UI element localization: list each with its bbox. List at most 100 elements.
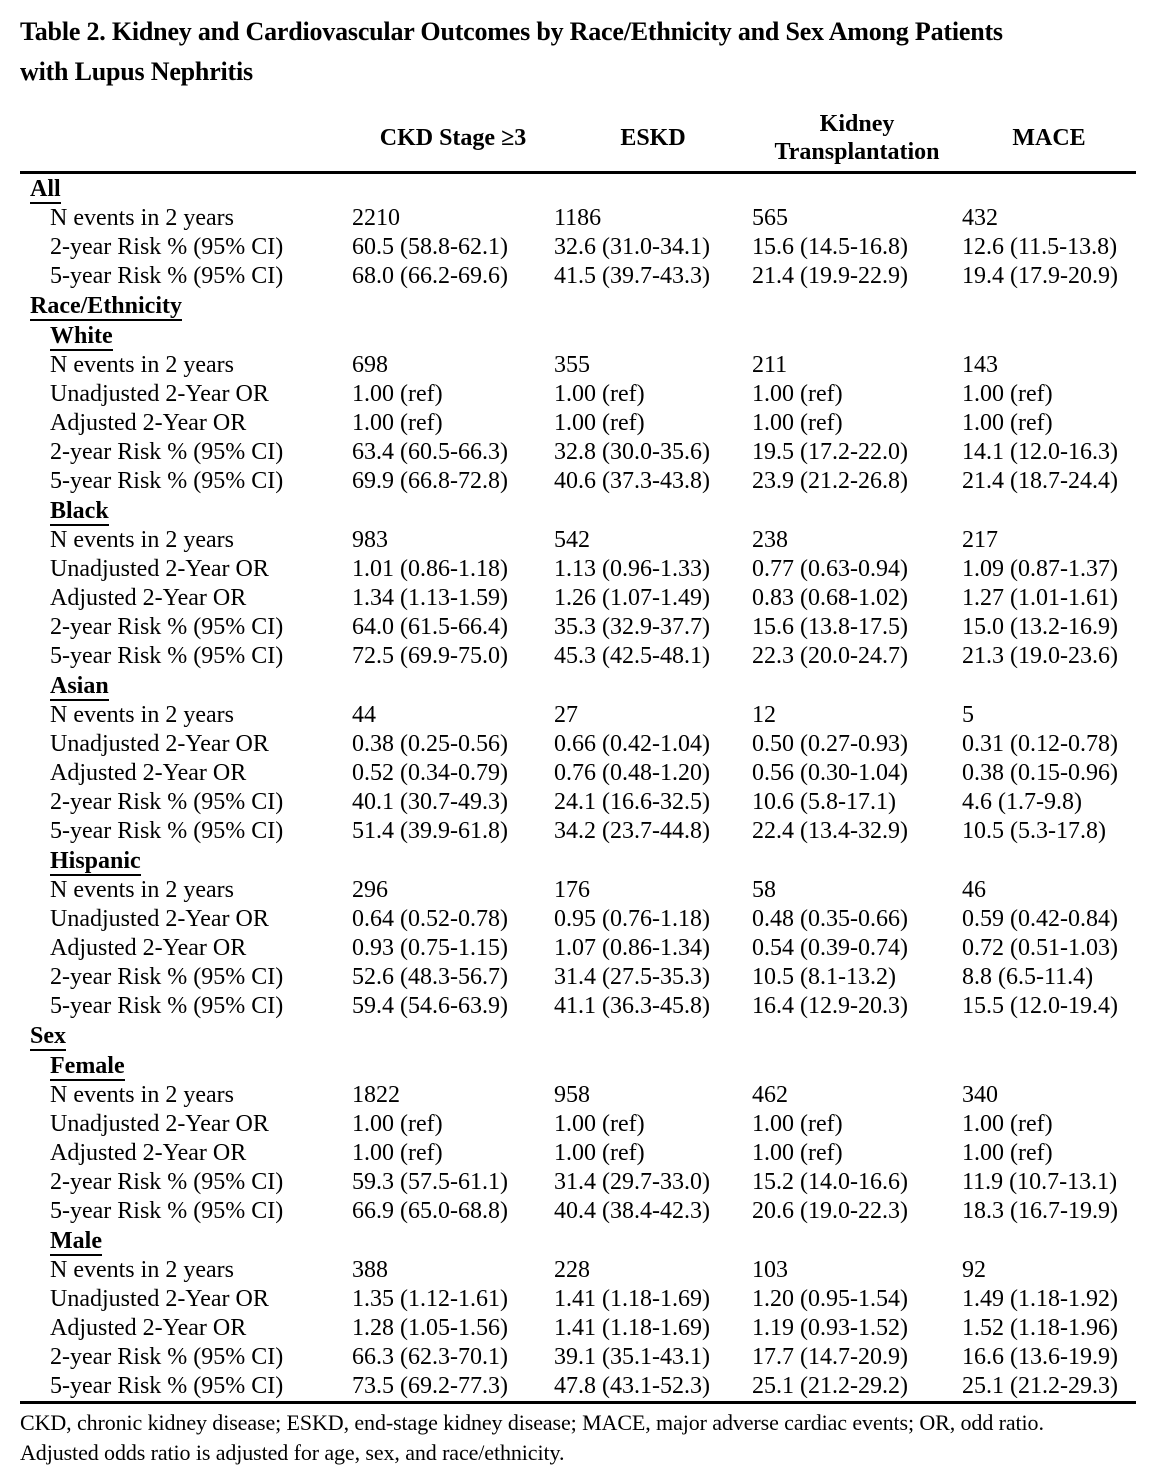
section-label: Sex bbox=[30, 1023, 66, 1051]
value-cell: 1.00 (ref) bbox=[352, 381, 443, 407]
value-cell: 34.2 (23.7-44.8) bbox=[554, 818, 710, 844]
value-cell: 40.6 (37.3-43.8) bbox=[554, 468, 710, 494]
value-cell: 388 bbox=[352, 1257, 388, 1283]
value-cell: 0.56 (0.30-1.04) bbox=[752, 760, 908, 786]
value-cell: 0.77 (0.63-0.94) bbox=[752, 556, 908, 582]
section-header-row: Sex bbox=[20, 1021, 1136, 1051]
value-cell: 44 bbox=[352, 702, 376, 728]
table-row: N events in 2 years 388 228 103 92 bbox=[20, 1256, 1136, 1285]
value-cell: 31.4 (29.7-33.0) bbox=[554, 1169, 710, 1195]
value-cell: 15.6 (14.5-16.8) bbox=[752, 234, 908, 260]
value-cell: 238 bbox=[752, 527, 788, 553]
row-label: 2-year Risk % (95% CI) bbox=[50, 1344, 284, 1370]
value-cell: 1.00 (ref) bbox=[962, 381, 1053, 407]
row-label: N events in 2 years bbox=[50, 352, 234, 378]
column-header-row: CKD Stage ≥3 ESKD Kidney Transplantation… bbox=[20, 108, 1136, 174]
value-cell: 1.41 (1.18-1.69) bbox=[554, 1315, 710, 1341]
value-cell: 0.95 (0.76-1.18) bbox=[554, 906, 710, 932]
value-cell: 58 bbox=[752, 877, 776, 903]
value-cell: 14.1 (12.0-16.3) bbox=[962, 439, 1118, 465]
row-label: N events in 2 years bbox=[50, 1082, 234, 1108]
row-label: Unadjusted 2-Year OR bbox=[50, 731, 269, 757]
value-cell: 18.3 (16.7-19.9) bbox=[962, 1198, 1118, 1224]
section-header-cell: Black bbox=[20, 496, 1136, 526]
value-cell: 103 bbox=[752, 1257, 788, 1283]
table-row: 2-year Risk % (95% CI) 52.6 (48.3-56.7) 31… bbox=[20, 963, 1136, 992]
value-cell: 1.01 (0.86-1.18) bbox=[352, 556, 508, 582]
value-cell: 15.6 (13.8-17.5) bbox=[752, 614, 908, 640]
value-cell: 1.00 (ref) bbox=[554, 410, 645, 436]
value-cell: 0.76 (0.48-1.20) bbox=[554, 760, 710, 786]
column-header-kidney-transplantation: Kidney Transplantation bbox=[752, 108, 962, 174]
table-row: N events in 2 years 44 27 12 5 bbox=[20, 701, 1136, 730]
value-cell: 1822 bbox=[352, 1082, 400, 1108]
table-row: Unadjusted 2-Year OR 1.00 (ref) 1.00 (ref)… bbox=[20, 380, 1136, 409]
value-cell: 63.4 (60.5-66.3) bbox=[352, 439, 508, 465]
row-label: Adjusted 2-Year OR bbox=[50, 410, 247, 436]
table-row: Adjusted 2-Year OR 1.28 (1.05-1.56) 1.41 (… bbox=[20, 1314, 1136, 1343]
value-cell: 1.00 (ref) bbox=[962, 1111, 1053, 1137]
row-label: 2-year Risk % (95% CI) bbox=[50, 1169, 284, 1195]
row-label: N events in 2 years bbox=[50, 1257, 234, 1283]
table-row: Unadjusted 2-Year OR 0.38 (0.25-0.56) 0.66… bbox=[20, 730, 1136, 759]
section-header-row: Female bbox=[20, 1051, 1136, 1081]
value-cell: 1.35 (1.12-1.61) bbox=[352, 1286, 508, 1312]
section-label: Male bbox=[50, 1228, 102, 1256]
value-cell: 15.0 (13.2-16.9) bbox=[962, 614, 1118, 640]
column-header-eskd: ESKD bbox=[554, 108, 752, 174]
table-row: 5-year Risk % (95% CI) 66.9 (65.0-68.8) 40… bbox=[20, 1197, 1136, 1226]
table-title-line-1: Table 2. Kidney and Cardiovascular Outco… bbox=[20, 17, 1003, 46]
table-row: Unadjusted 2-Year OR 1.35 (1.12-1.61) 1.41… bbox=[20, 1285, 1136, 1314]
table-row: 5-year Risk % (95% CI) 69.9 (66.8-72.8) 40… bbox=[20, 467, 1136, 496]
row-label: Unadjusted 2-Year OR bbox=[50, 1286, 269, 1312]
value-cell: 1.20 (0.95-1.54) bbox=[752, 1286, 908, 1312]
value-cell: 32.8 (30.0-35.6) bbox=[554, 439, 710, 465]
section-header-row: All bbox=[20, 173, 1136, 204]
value-cell: 8.8 (6.5-11.4) bbox=[962, 964, 1094, 990]
value-cell: 59.3 (57.5-61.1) bbox=[352, 1169, 508, 1195]
table-row: 5-year Risk % (95% CI) 68.0 (66.2-69.6) 41… bbox=[20, 262, 1136, 291]
footnote-line-2: Adjusted odds ratio is adjusted for age,… bbox=[20, 1440, 565, 1465]
table-footnote: CKD, chronic kidney disease; ESKD, end-s… bbox=[20, 1408, 1136, 1468]
value-cell: 41.5 (39.7-43.3) bbox=[554, 263, 710, 289]
value-cell: 19.4 (17.9-20.9) bbox=[962, 263, 1118, 289]
section-header-row: Black bbox=[20, 496, 1136, 526]
value-cell: 19.5 (17.2-22.0) bbox=[752, 439, 908, 465]
section-header-row: White bbox=[20, 321, 1136, 351]
value-cell: 542 bbox=[554, 527, 590, 553]
value-cell: 462 bbox=[752, 1082, 788, 1108]
value-cell: 72.5 (69.9-75.0) bbox=[352, 643, 508, 669]
row-label: N events in 2 years bbox=[50, 205, 234, 231]
value-cell: 15.5 (12.0-19.4) bbox=[962, 993, 1118, 1019]
outcomes-table: CKD Stage ≥3 ESKD Kidney Transplantation… bbox=[20, 108, 1136, 1404]
value-cell: 60.5 (58.8-62.1) bbox=[352, 234, 508, 260]
value-cell: 0.31 (0.12-0.78) bbox=[962, 731, 1118, 757]
row-label: N events in 2 years bbox=[50, 702, 234, 728]
table-row: Adjusted 2-Year OR 1.34 (1.13-1.59) 1.26 (… bbox=[20, 584, 1136, 613]
section-header-cell: Race/Ethnicity bbox=[20, 291, 1136, 321]
table-row: Adjusted 2-Year OR 0.93 (0.75-1.15) 1.07 (… bbox=[20, 934, 1136, 963]
value-cell: 12.6 (11.5-13.8) bbox=[962, 234, 1118, 260]
value-cell: 21.4 (18.7-24.4) bbox=[962, 468, 1118, 494]
value-cell: 1.00 (ref) bbox=[752, 381, 843, 407]
row-label: Unadjusted 2-Year OR bbox=[50, 556, 269, 582]
value-cell: 565 bbox=[752, 205, 788, 231]
section-header-row: Hispanic bbox=[20, 846, 1136, 876]
row-label: 5-year Risk % (95% CI) bbox=[50, 468, 284, 494]
value-cell: 228 bbox=[554, 1257, 590, 1283]
value-cell: 59.4 (54.6-63.9) bbox=[352, 993, 508, 1019]
value-cell: 40.1 (30.7-49.3) bbox=[352, 789, 508, 815]
table-row: 5-year Risk % (95% CI) 59.4 (54.6-63.9) 41… bbox=[20, 992, 1136, 1021]
value-cell: 432 bbox=[962, 205, 998, 231]
value-cell: 0.50 (0.27-0.93) bbox=[752, 731, 908, 757]
value-cell: 1.00 (ref) bbox=[752, 1111, 843, 1137]
section-label: Black bbox=[50, 498, 109, 526]
row-label: 5-year Risk % (95% CI) bbox=[50, 263, 284, 289]
row-label: 2-year Risk % (95% CI) bbox=[50, 234, 284, 260]
value-cell: 21.3 (19.0-23.6) bbox=[962, 643, 1118, 669]
row-label: N events in 2 years bbox=[50, 877, 234, 903]
value-cell: 39.1 (35.1-43.1) bbox=[554, 1344, 710, 1370]
section-header-row: Asian bbox=[20, 671, 1136, 701]
value-cell: 0.38 (0.25-0.56) bbox=[352, 731, 508, 757]
table-row: N events in 2 years 296 176 58 46 bbox=[20, 876, 1136, 905]
